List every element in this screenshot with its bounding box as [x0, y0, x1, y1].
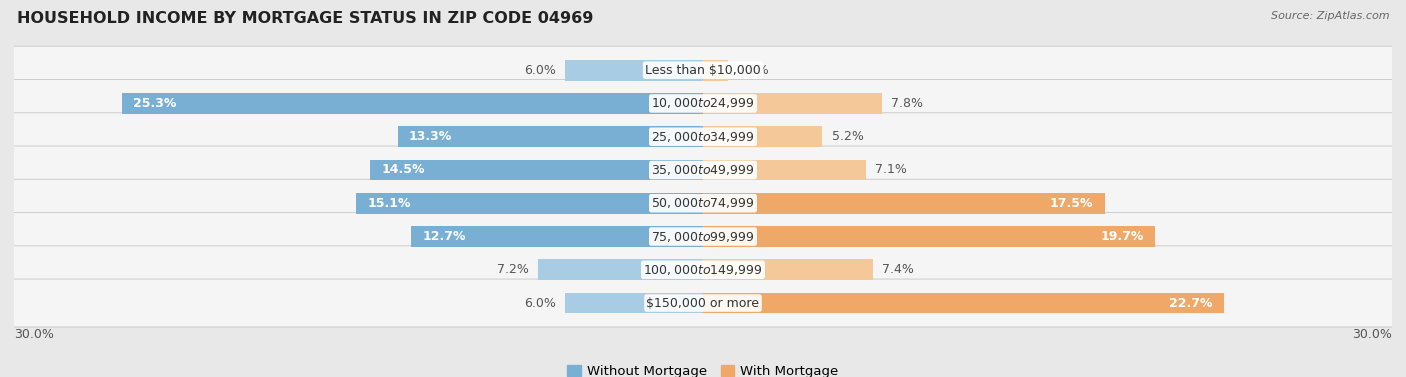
FancyBboxPatch shape	[0, 213, 1406, 261]
Bar	[703, 60, 728, 81]
Bar	[537, 259, 703, 280]
Bar	[703, 193, 1105, 213]
Text: $50,000 to $74,999: $50,000 to $74,999	[651, 196, 755, 210]
Text: 6.0%: 6.0%	[524, 297, 555, 310]
Bar	[703, 160, 866, 180]
FancyBboxPatch shape	[0, 80, 1406, 127]
Bar	[703, 93, 882, 114]
Text: 7.8%: 7.8%	[891, 97, 924, 110]
Text: Source: ZipAtlas.com: Source: ZipAtlas.com	[1271, 11, 1389, 21]
Bar	[370, 160, 703, 180]
Bar	[398, 126, 703, 147]
Text: 30.0%: 30.0%	[1353, 328, 1392, 341]
Text: $150,000 or more: $150,000 or more	[647, 297, 759, 310]
Text: 7.1%: 7.1%	[875, 164, 907, 176]
FancyBboxPatch shape	[0, 179, 1406, 227]
Bar	[703, 259, 873, 280]
Text: 14.5%: 14.5%	[381, 164, 425, 176]
Bar	[703, 293, 1225, 313]
Bar	[412, 226, 703, 247]
Text: 17.5%: 17.5%	[1050, 197, 1094, 210]
Bar	[565, 60, 703, 81]
Text: $100,000 to $149,999: $100,000 to $149,999	[644, 263, 762, 277]
Text: 15.1%: 15.1%	[368, 197, 411, 210]
FancyBboxPatch shape	[0, 279, 1406, 327]
Text: 30.0%: 30.0%	[14, 328, 53, 341]
Text: $25,000 to $34,999: $25,000 to $34,999	[651, 130, 755, 144]
Text: 13.3%: 13.3%	[409, 130, 453, 143]
FancyBboxPatch shape	[0, 246, 1406, 294]
FancyBboxPatch shape	[0, 113, 1406, 161]
Text: 7.4%: 7.4%	[882, 263, 914, 276]
Text: 19.7%: 19.7%	[1101, 230, 1144, 243]
Bar	[565, 293, 703, 313]
Text: $75,000 to $99,999: $75,000 to $99,999	[651, 230, 755, 244]
Bar	[122, 93, 703, 114]
Text: HOUSEHOLD INCOME BY MORTGAGE STATUS IN ZIP CODE 04969: HOUSEHOLD INCOME BY MORTGAGE STATUS IN Z…	[17, 11, 593, 26]
Text: $10,000 to $24,999: $10,000 to $24,999	[651, 97, 755, 110]
Text: 12.7%: 12.7%	[423, 230, 467, 243]
FancyBboxPatch shape	[0, 146, 1406, 194]
Text: 22.7%: 22.7%	[1170, 297, 1213, 310]
Text: $35,000 to $49,999: $35,000 to $49,999	[651, 163, 755, 177]
Bar	[703, 226, 1156, 247]
Bar	[356, 193, 703, 213]
FancyBboxPatch shape	[0, 46, 1406, 94]
Text: Less than $10,000: Less than $10,000	[645, 64, 761, 77]
Text: 5.2%: 5.2%	[831, 130, 863, 143]
Text: 25.3%: 25.3%	[134, 97, 177, 110]
Text: 1.1%: 1.1%	[738, 64, 769, 77]
Legend: Without Mortgage, With Mortgage: Without Mortgage, With Mortgage	[562, 360, 844, 377]
Bar	[703, 126, 823, 147]
Text: 7.2%: 7.2%	[496, 263, 529, 276]
Text: 6.0%: 6.0%	[524, 64, 555, 77]
